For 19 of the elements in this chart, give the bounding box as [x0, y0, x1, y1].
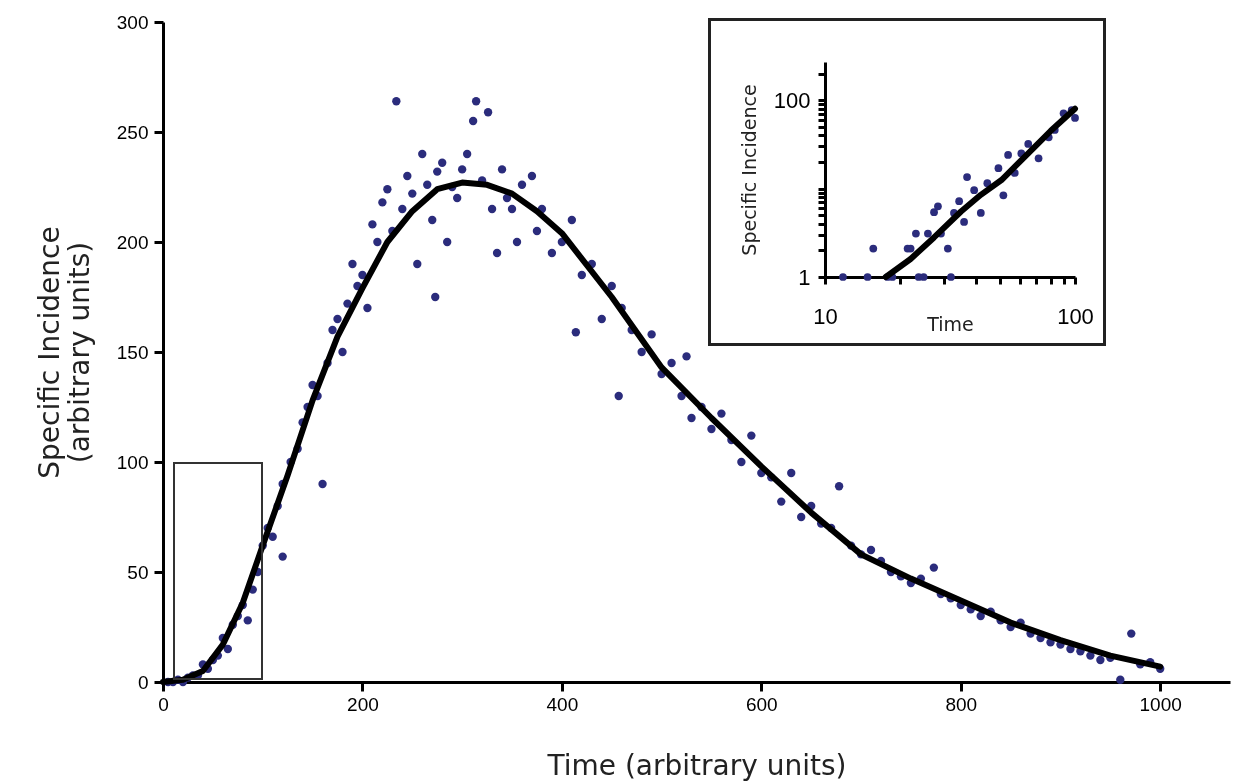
x-tick-label: 10: [813, 303, 838, 329]
y-tick-label: 300: [116, 11, 149, 33]
y-tick-label: 150: [116, 341, 149, 363]
x-tick-label: 800: [945, 693, 978, 715]
x-axis-title: Time (arbitrary units): [546, 748, 847, 782]
x-tick-label: 1000: [1139, 693, 1182, 715]
x-tick-label: 0: [158, 693, 169, 715]
y-tick-label: 200: [116, 231, 149, 253]
y-tick-label: 50: [127, 561, 149, 583]
x-tick-label: 600: [745, 693, 778, 715]
y-axis-title: Specific Incidence (arbitrary units): [32, 226, 96, 479]
x-tick-label: 400: [546, 693, 579, 715]
y-tick-label: 0: [137, 671, 149, 693]
x-tick-label: 200: [347, 693, 379, 715]
y-tick-label: 250: [116, 121, 149, 143]
x-axis-title: Time: [926, 312, 974, 335]
y-axis-title: Specific Incidence: [737, 84, 760, 256]
y-tick-label: 100: [116, 451, 149, 473]
y-tick-label: 1: [798, 264, 811, 290]
